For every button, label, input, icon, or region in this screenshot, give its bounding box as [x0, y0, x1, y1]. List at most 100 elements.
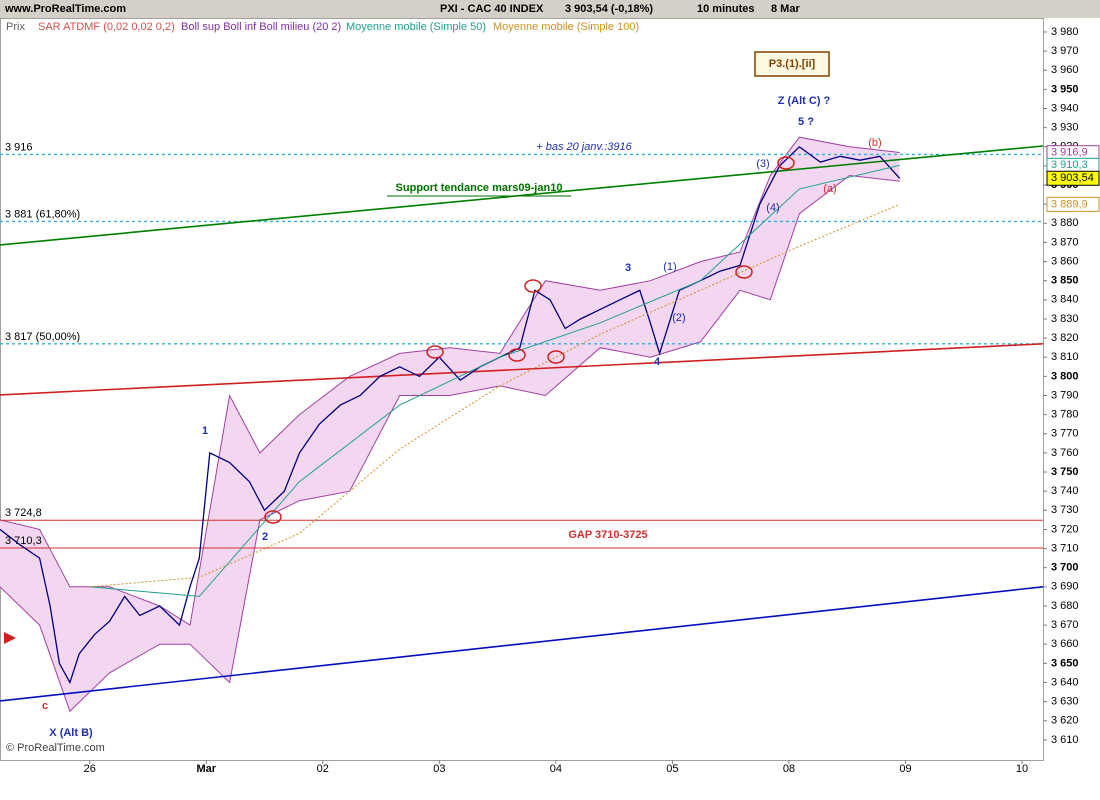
plot: 3 610 3 620 3 630 3 640 3 650 3 660 3 670 3 680…: [0, 21, 1100, 775]
y-tick-label: 3 720: [1051, 523, 1079, 535]
wave-circle: [264, 510, 282, 524]
y-tick-label: 3 820: [1051, 332, 1079, 344]
y-tick-label: 3 710: [1051, 542, 1079, 554]
y-tick-label: 3 640: [1051, 676, 1079, 688]
y-tick-label: 3 790: [1051, 389, 1079, 401]
wave-circle: [524, 279, 542, 293]
annotation: 1: [202, 425, 208, 437]
x-tick-label: 09: [899, 763, 911, 775]
x-tick-label: 26: [84, 763, 96, 775]
y-tick-label: 3 970: [1051, 45, 1079, 57]
header-bar: [0, 0, 1100, 18]
level-label: 3 817 (50,00%): [5, 331, 80, 343]
trend-line: [0, 343, 1044, 396]
y-tick-label: 3 800: [1051, 370, 1079, 382]
annotation: Support tendance mars09-jan10: [396, 182, 563, 194]
x-tick-label: 08: [783, 763, 795, 775]
y-tick-label: 3 870: [1051, 236, 1079, 248]
y-tick-label: 3 760: [1051, 447, 1079, 459]
level-label: 3 916: [5, 141, 33, 153]
level-label: 3 881 (61,80%): [5, 208, 80, 220]
annotation: P3.(1).[ii]: [769, 58, 816, 70]
x-tick-label: 03: [433, 763, 445, 775]
y-tick-label: 3 810: [1051, 351, 1079, 363]
annotation: 2: [262, 531, 268, 543]
y-tick-label: 3 680: [1051, 600, 1079, 612]
x-tick-label: 10: [1016, 763, 1028, 775]
price-box-label: 3 903,54: [1051, 172, 1094, 184]
last-price: 3 903,54 (-0,18%): [565, 3, 653, 15]
y-tick-label: 3 730: [1051, 504, 1079, 516]
annotation: (b): [868, 137, 881, 149]
wave-circle: [508, 348, 526, 362]
annotation: (4): [766, 202, 779, 214]
trend-line: [0, 586, 1044, 702]
copyright: © ProRealTime.com: [6, 742, 105, 754]
y-tick-label: 3 780: [1051, 409, 1079, 421]
annotation: (1): [663, 261, 676, 273]
y-tick-label: 3 740: [1051, 485, 1079, 497]
wave-circle: [735, 265, 753, 279]
y-label: Prix: [6, 21, 25, 33]
moving-average: [89, 203, 900, 588]
legend-entry: SAR ATDMF (0,02 0,02 0,2): [38, 21, 175, 33]
y-tick-label: 3 630: [1051, 696, 1079, 708]
wave-circle: [777, 156, 795, 170]
annotation: (a): [823, 183, 836, 195]
band-lower: [0, 174, 900, 713]
y-tick-label: 3 750: [1051, 466, 1079, 478]
y-tick-label: 3 660: [1051, 638, 1079, 650]
price-box: [1046, 196, 1100, 212]
period: 10 minutes: [697, 3, 754, 15]
price-line: [0, 145, 901, 685]
y-tick-label: 3 930: [1051, 122, 1079, 134]
wave-circle: [547, 350, 565, 364]
annotation: c: [42, 700, 48, 712]
y-tick-label: 3 610: [1051, 734, 1079, 746]
level-label: 3 724,8: [5, 507, 42, 519]
y-tick-label: 3 770: [1051, 428, 1079, 440]
y-tick-label: 3 650: [1051, 657, 1079, 669]
wave-circle: [426, 345, 444, 359]
trend-line: [0, 145, 1044, 246]
y-tick-label: 3 850: [1051, 275, 1079, 287]
y-tick-label: 3 700: [1051, 562, 1079, 574]
price-box-label: 3 889,9: [1051, 198, 1088, 210]
annotation: (2): [672, 312, 685, 324]
date: 8 Mar: [771, 3, 800, 15]
annotation: (3): [756, 158, 769, 170]
y-tick-label: 3 860: [1051, 255, 1079, 267]
x-tick-label: Mar: [196, 763, 216, 775]
y-tick-label: 3 690: [1051, 581, 1079, 593]
annotation: 4: [654, 356, 661, 368]
y-tick-label: 3 670: [1051, 619, 1079, 631]
y-tick-label: 3 620: [1051, 715, 1079, 727]
moving-average: [89, 164, 900, 597]
annotation: + bas 20 janv.:3916: [536, 141, 632, 153]
y-tick-label: 3 880: [1051, 217, 1079, 229]
legend-entry: Moyenne mobile (Simple 100): [493, 21, 639, 33]
price-box-label: 3 910,3: [1051, 159, 1088, 171]
annotation: 5 ?: [798, 116, 814, 128]
level-label: 3 710,3: [5, 535, 42, 547]
price-box-label: 3 916,9: [1051, 147, 1088, 159]
legend-entry: Boll sup Boll inf Boll milieu (20 2): [181, 21, 341, 33]
annotation: Z (Alt C) ?: [778, 95, 831, 107]
y-tick-label: 3 950: [1051, 83, 1079, 95]
x-tick-label: 04: [550, 763, 562, 775]
x-tick-label: 05: [666, 763, 678, 775]
band-upper: [0, 136, 900, 626]
y-tick-label: 3 940: [1051, 102, 1079, 114]
cursor-arrow: [4, 632, 16, 644]
y-tick-label: 3 960: [1051, 64, 1079, 76]
annotation: X (Alt B): [49, 727, 93, 739]
y-tick-label: 3 840: [1051, 294, 1079, 306]
y-tick-label: 3 980: [1051, 26, 1079, 38]
annotation: 3: [625, 262, 631, 274]
price-box: [1046, 170, 1100, 186]
x-tick-label: 02: [317, 763, 329, 775]
site[interactable]: www.ProRealTime.com: [4, 3, 126, 15]
legend-entry: Moyenne mobile (Simple 50): [346, 21, 486, 33]
